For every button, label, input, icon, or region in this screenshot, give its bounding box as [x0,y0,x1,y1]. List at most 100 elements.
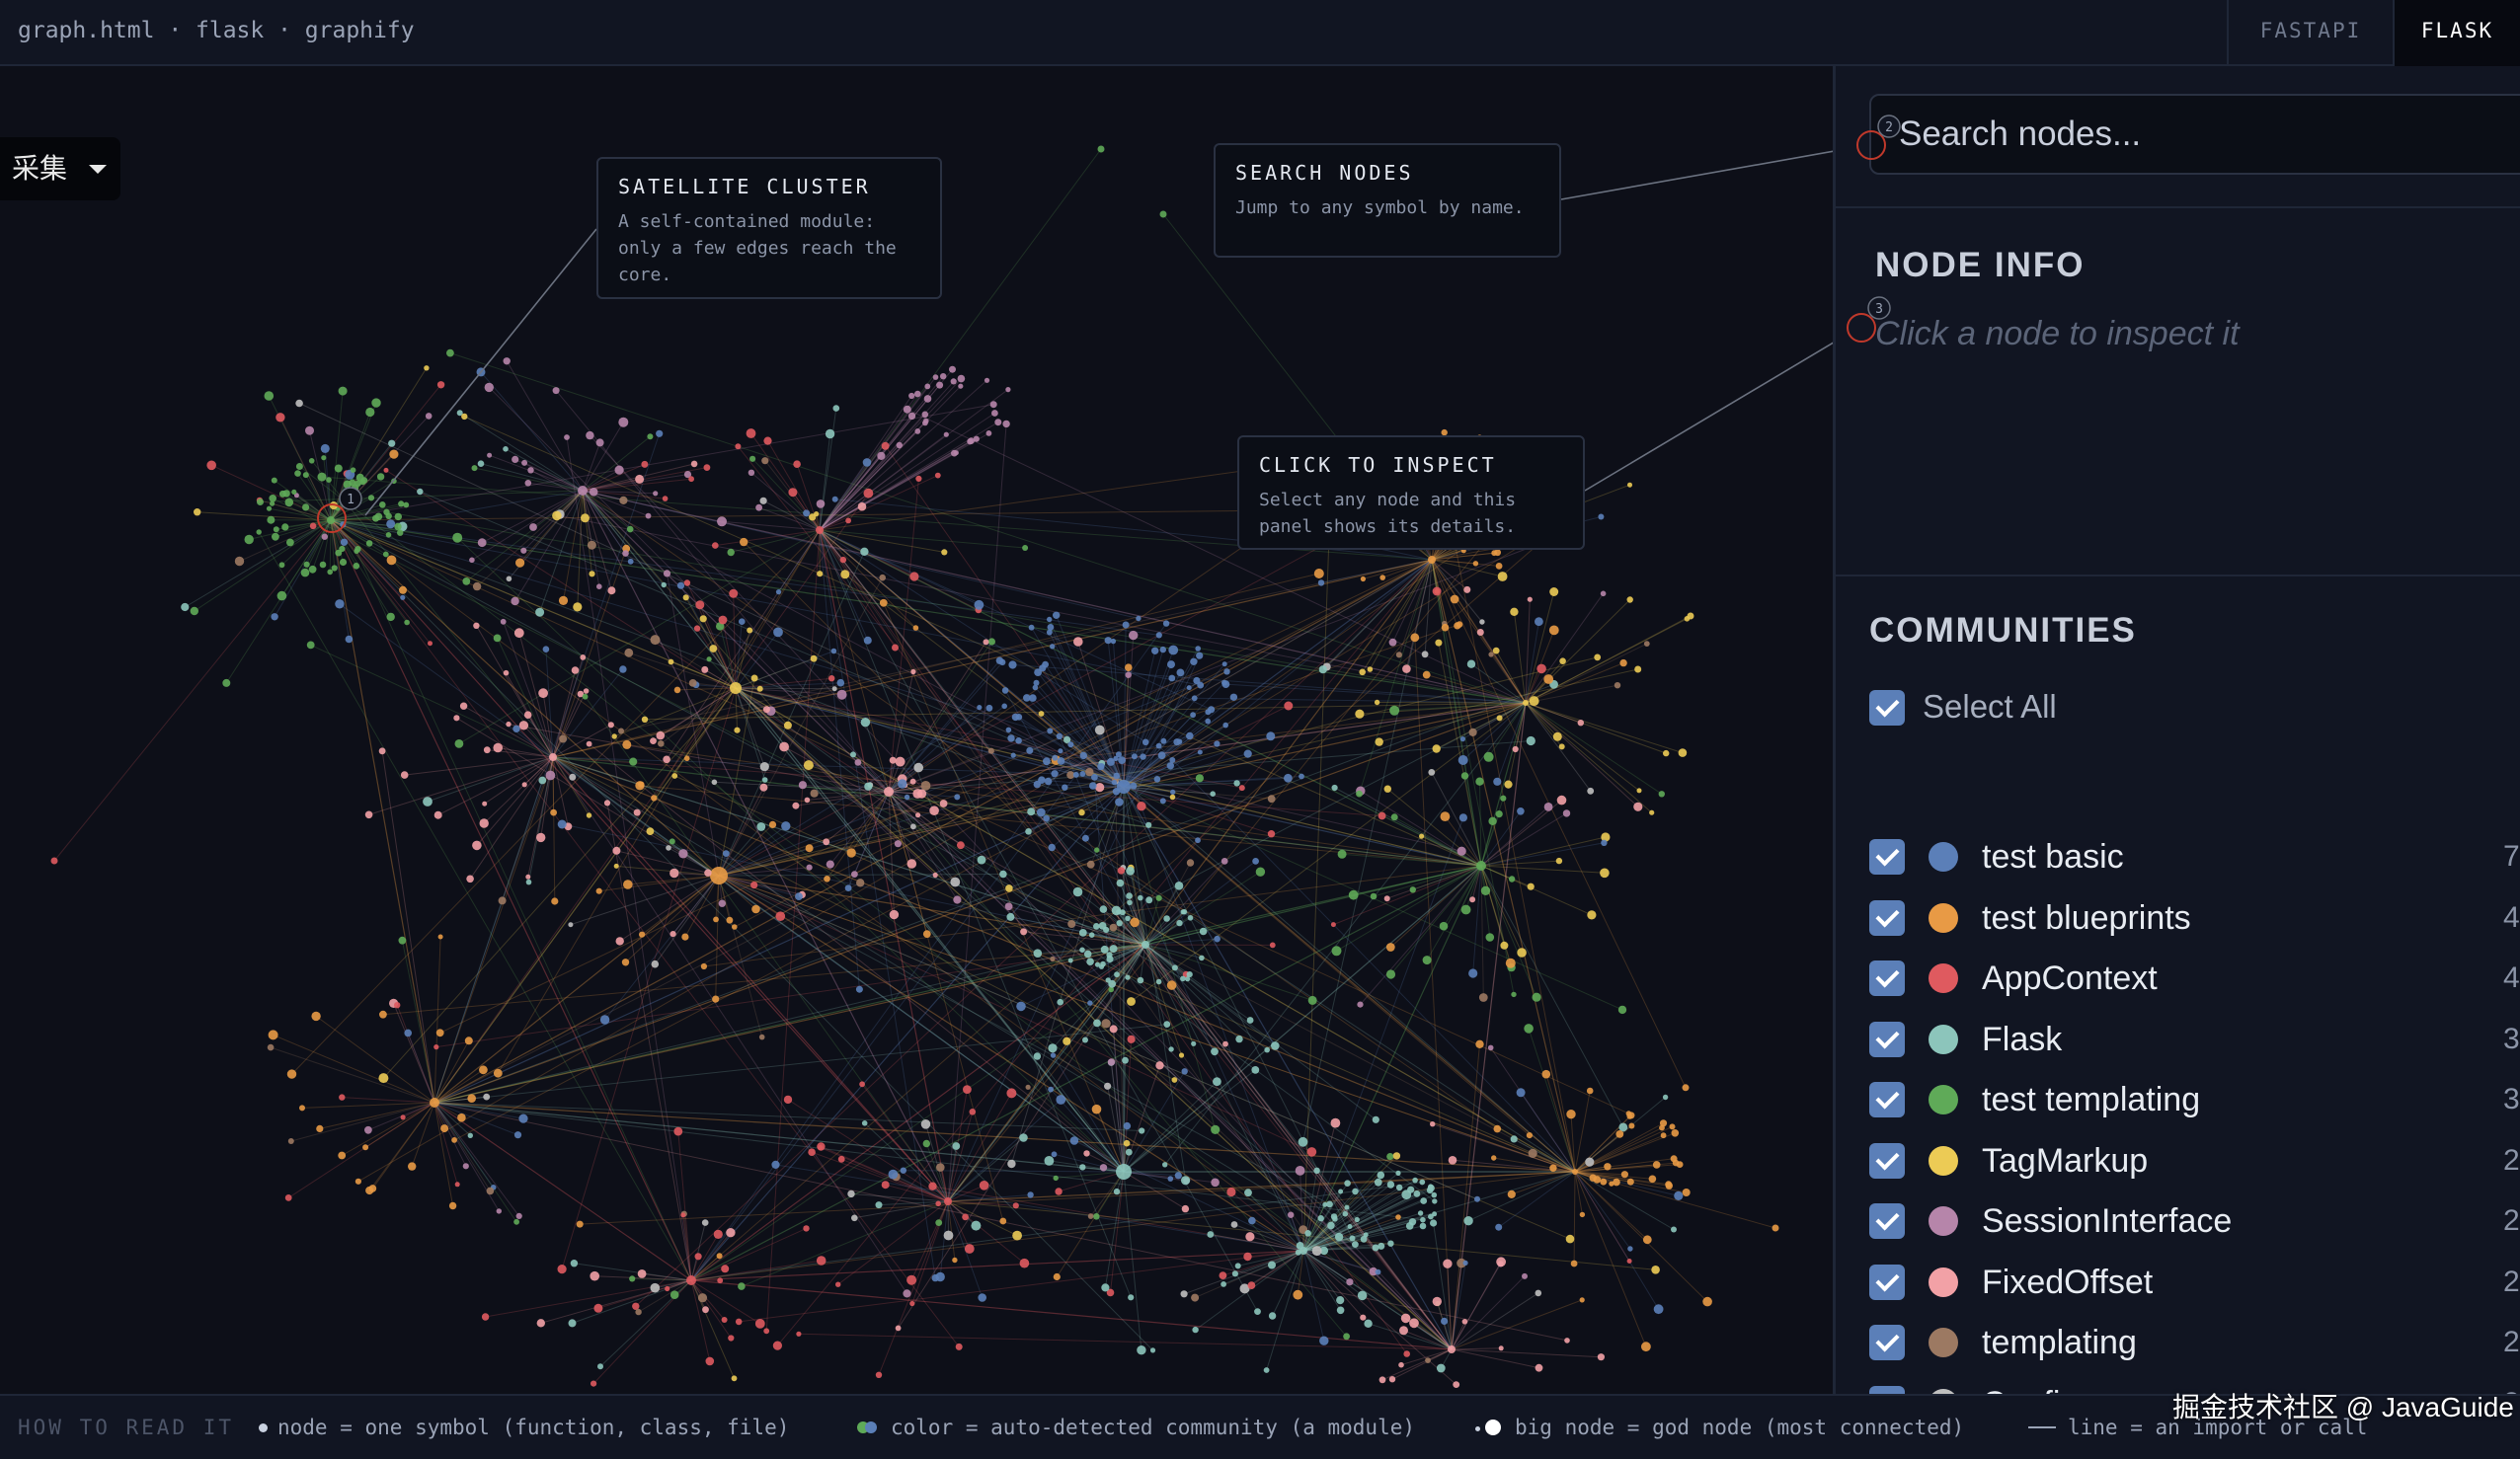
graph-node[interactable] [294,470,301,477]
graph-node[interactable] [808,1148,816,1156]
graph-node[interactable] [1523,700,1529,706]
graph-node[interactable] [1123,1139,1131,1147]
graph-node[interactable] [1155,742,1162,749]
graph-node[interactable] [1577,720,1585,727]
graph-node[interactable] [1176,668,1185,677]
graph-node[interactable] [805,844,814,853]
graph-node[interactable] [1051,1151,1058,1158]
graph-node[interactable] [637,1269,647,1278]
graph-node[interactable] [1476,629,1484,636]
graph-node[interactable] [1702,1296,1712,1307]
graph-node[interactable] [1081,834,1089,842]
graph-node[interactable] [1113,1188,1121,1195]
graph-node[interactable] [857,501,867,511]
graph-node[interactable] [953,895,962,904]
graph-node[interactable] [551,897,559,905]
graph-node[interactable] [847,1190,855,1198]
graph-node[interactable] [462,577,471,585]
graph-node[interactable] [1511,991,1517,998]
graph-node[interactable] [889,909,900,920]
graph-node[interactable] [311,1011,321,1022]
graph-node[interactable] [266,505,273,511]
graph-node[interactable] [473,622,480,629]
graph-node[interactable] [983,639,989,646]
graph-node[interactable] [1585,1157,1595,1167]
graph-node[interactable] [1474,1195,1480,1202]
graph-node[interactable] [1674,1190,1684,1200]
graph-node[interactable] [721,1265,730,1273]
graph-node[interactable] [629,1275,636,1282]
graph-node[interactable] [1565,1234,1575,1244]
graph-node[interactable] [1628,1122,1635,1129]
graph-node[interactable] [1093,1019,1101,1028]
graph-node[interactable] [709,645,718,653]
graph-node[interactable] [536,832,546,843]
graph-node[interactable] [671,773,678,779]
graph-node[interactable] [500,618,507,625]
graph-node[interactable] [912,625,919,631]
graph-node[interactable] [1163,1021,1171,1028]
graph-node[interactable] [828,675,835,682]
graph-node[interactable] [281,523,289,531]
graph-node[interactable] [939,800,948,807]
graph-node[interactable] [1101,1283,1110,1292]
graph-node[interactable] [518,721,529,730]
graph-node[interactable] [282,490,290,498]
graph-node[interactable] [1495,1223,1503,1231]
graph-node[interactable] [479,818,489,828]
graph-node[interactable] [340,538,349,546]
graph-node[interactable] [731,1375,738,1382]
graph-node[interactable] [287,1138,294,1144]
graph-node[interactable] [371,398,381,408]
graph-node[interactable] [462,1163,469,1170]
graph-node[interactable] [1409,1318,1419,1329]
graph-node[interactable] [1094,961,1101,967]
graph-node[interactable] [1378,1376,1386,1384]
graph-node[interactable] [1377,1171,1385,1180]
graph-node[interactable] [1348,889,1359,900]
graph-node[interactable] [1027,1191,1034,1198]
graph-node[interactable] [1420,1197,1428,1204]
graph-node[interactable] [751,904,760,914]
graph-node[interactable] [1195,837,1201,844]
graph-node[interactable] [1056,732,1063,740]
graph-node[interactable] [1011,713,1020,722]
graph-node[interactable] [663,755,670,764]
graph-node[interactable] [803,760,814,771]
graph-node[interactable] [1660,1132,1667,1139]
graph-node[interactable] [335,599,345,609]
graph-node[interactable] [635,474,645,484]
graph-node[interactable] [1432,1198,1438,1204]
graph-node[interactable] [398,500,405,507]
graph-node[interactable] [1168,645,1179,655]
graph-node[interactable] [1375,1268,1381,1275]
graph-node[interactable] [1378,1242,1385,1250]
graph-node[interactable] [524,480,532,487]
graph-node[interactable] [1046,629,1053,636]
graph-node[interactable] [1649,809,1655,815]
graph-node[interactable] [1155,1061,1164,1070]
graph-node[interactable] [286,1069,297,1079]
graph-node[interactable] [1633,802,1643,811]
graph-node[interactable] [354,480,361,487]
graph-node[interactable] [1421,651,1429,658]
graph-node[interactable] [305,425,314,435]
graph-node[interactable] [1634,665,1642,673]
graph-node[interactable] [850,751,856,758]
graph-node[interactable] [1390,813,1398,821]
graph-node[interactable] [498,896,507,905]
graph-node[interactable] [603,800,611,806]
graph-node[interactable] [633,808,641,816]
graph-node[interactable] [645,512,652,519]
graph-node[interactable] [1457,846,1466,856]
graph-node[interactable] [271,613,278,621]
graph-node[interactable] [703,464,711,471]
graph-node[interactable] [338,1151,347,1160]
graph-node[interactable] [704,869,712,877]
community-row[interactable]: test blueprints 4 [1869,896,2520,940]
graph-node[interactable] [1057,998,1063,1006]
graph-node[interactable] [1043,757,1051,766]
graph-node[interactable] [1167,1176,1174,1182]
graph-node[interactable] [735,1318,743,1326]
graph-node[interactable] [618,728,624,734]
